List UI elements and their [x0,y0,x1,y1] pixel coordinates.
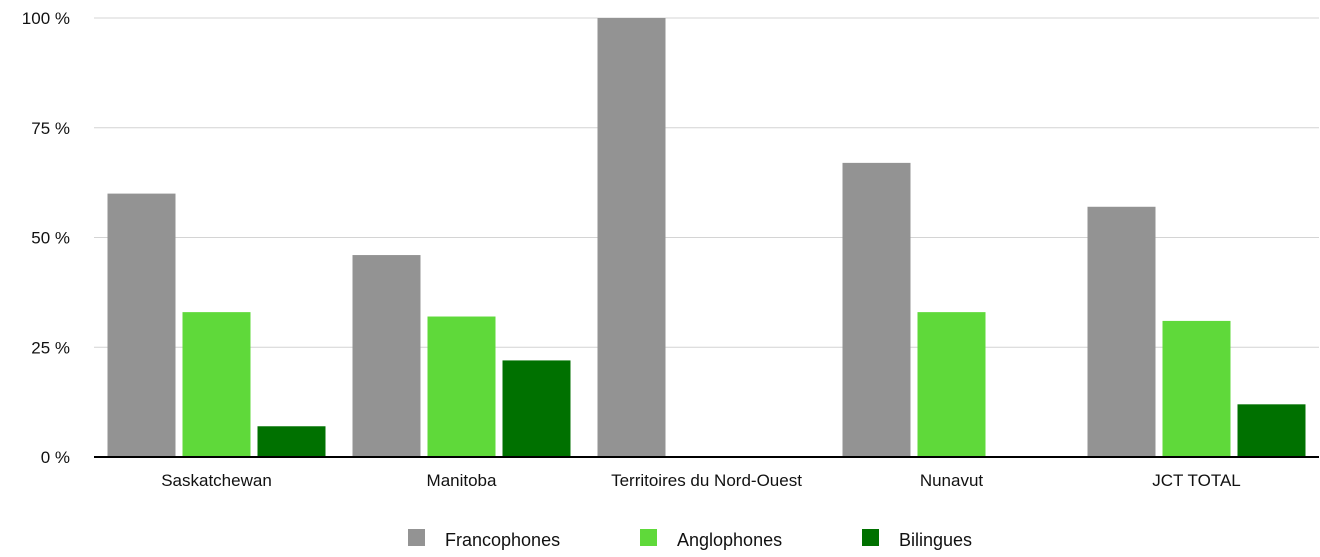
legend-swatch-anglophones [640,529,657,546]
axes: 0 % 25 % 50 % 75 % 100 % Saskatchewan Manitoba… [22,9,1319,490]
y-tick-label: 0 % [41,448,70,467]
y-tick-label: 75 % [31,119,70,138]
bar-bilingues-0 [257,426,326,457]
bar-francophones-0 [107,193,176,457]
legend-label: Francophones [445,530,560,550]
bar-francophones-2 [597,18,666,457]
legend-label: Anglophones [677,530,782,550]
y-tick-label: 50 % [31,229,70,248]
bar-bilingues-4 [1237,404,1306,457]
legend-swatch-bilingues [862,529,879,546]
x-category-label: Manitoba [427,471,497,490]
bars [107,18,1306,457]
bar-francophones-1 [352,255,421,457]
bar-anglophones-0 [182,312,251,457]
x-category-label: JCT TOTAL [1152,471,1241,490]
legend-swatch-francophones [408,529,425,546]
x-category-label: Nunavut [920,471,984,490]
bar-anglophones-4 [1162,320,1231,457]
y-tick-label: 100 % [22,9,70,28]
legend: Francophones Anglophones Bilingues [408,529,972,550]
legend-label: Bilingues [899,530,972,550]
x-category-label: Territoires du Nord-Ouest [611,471,802,490]
x-category-label: Saskatchewan [161,471,272,490]
bar-bilingues-1 [502,360,571,457]
bar-anglophones-3 [917,312,986,457]
y-tick-label: 25 % [31,338,70,357]
bar-anglophones-1 [427,316,496,457]
bar-francophones-3 [842,162,911,457]
bar-francophones-4 [1087,206,1156,457]
